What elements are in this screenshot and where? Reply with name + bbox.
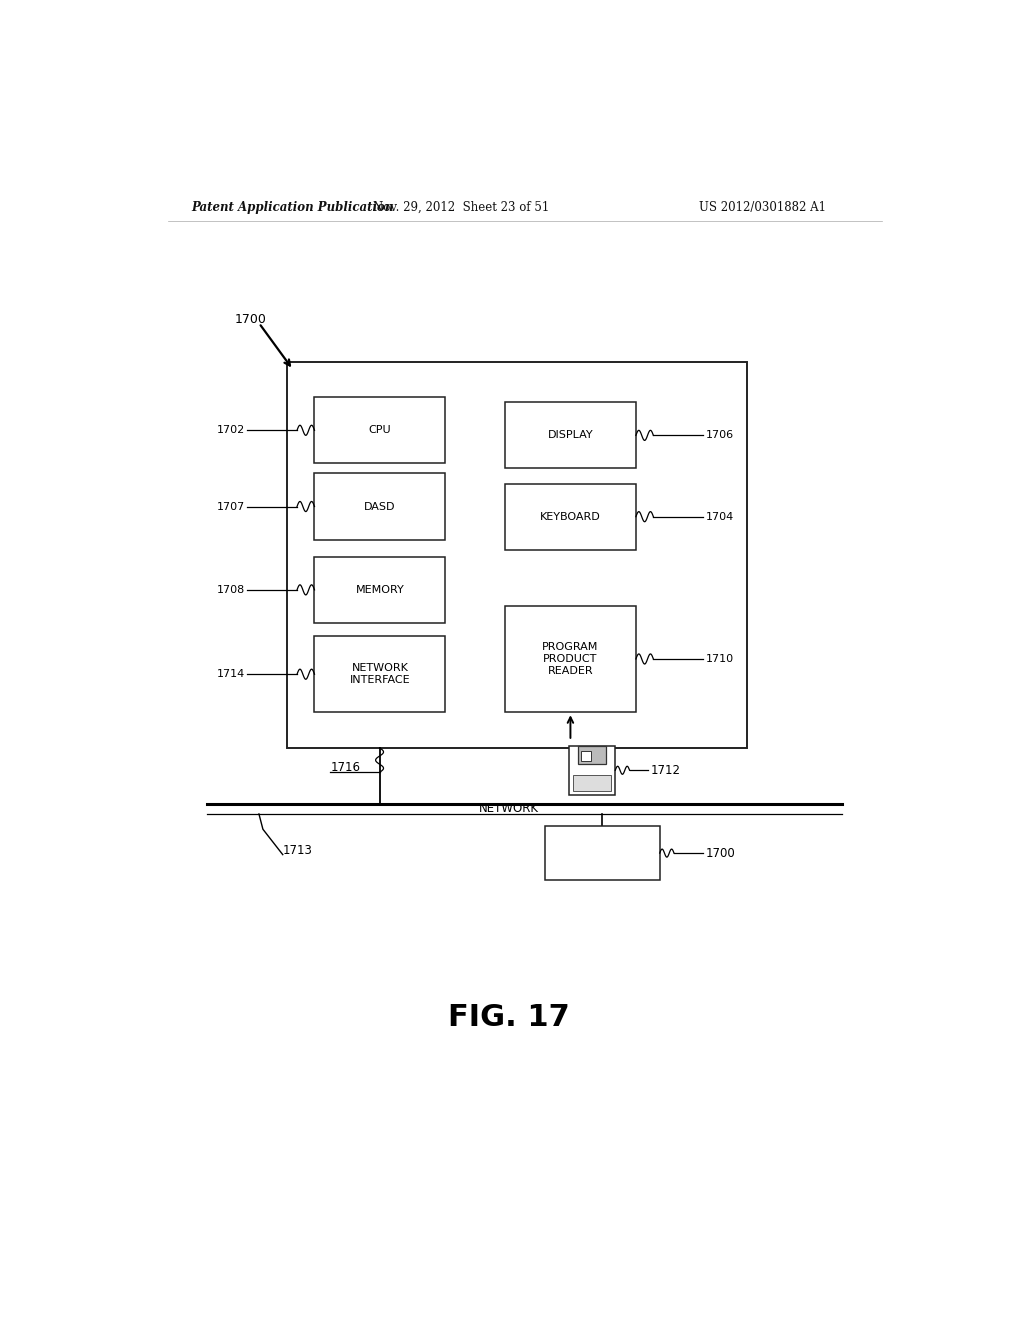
Text: NETWORK: NETWORK	[479, 803, 539, 816]
Bar	[505, 403, 636, 469]
Text: 1712: 1712	[650, 764, 680, 776]
Text: KEYBOARD: KEYBOARD	[540, 512, 601, 521]
Bar	[314, 636, 445, 713]
Text: 1716: 1716	[331, 760, 360, 774]
Text: CPU: CPU	[369, 425, 391, 436]
Bar	[505, 483, 636, 549]
Text: 1700: 1700	[236, 313, 267, 326]
Text: Patent Application Publication: Patent Application Publication	[191, 201, 394, 214]
Text: 1714: 1714	[216, 669, 245, 680]
Bar	[314, 557, 445, 623]
Text: 1704: 1704	[706, 512, 734, 521]
Bar	[287, 362, 748, 748]
Text: 1706: 1706	[706, 430, 734, 441]
Bar	[545, 826, 659, 880]
Text: 1702: 1702	[216, 425, 245, 436]
Text: NETWORK
INTERFACE: NETWORK INTERFACE	[349, 664, 411, 685]
Bar	[581, 751, 591, 762]
Text: DISPLAY: DISPLAY	[548, 430, 593, 441]
Text: MEMORY: MEMORY	[355, 585, 404, 595]
Bar	[579, 746, 606, 764]
Text: PROGRAM
PRODUCT
READER: PROGRAM PRODUCT READER	[543, 643, 599, 676]
Text: 1708: 1708	[216, 585, 245, 595]
Bar	[505, 606, 636, 713]
Bar	[314, 397, 445, 463]
Text: 1710: 1710	[706, 653, 734, 664]
Text: 1713: 1713	[283, 845, 312, 858]
Bar	[573, 775, 611, 791]
Text: DASD: DASD	[365, 502, 395, 512]
Text: 1707: 1707	[216, 502, 245, 512]
Text: Nov. 29, 2012  Sheet 23 of 51: Nov. 29, 2012 Sheet 23 of 51	[373, 201, 550, 214]
Bar	[314, 474, 445, 540]
Text: US 2012/0301882 A1: US 2012/0301882 A1	[699, 201, 826, 214]
Bar	[569, 746, 615, 795]
Text: 1700: 1700	[706, 846, 735, 859]
Text: FIG. 17: FIG. 17	[449, 1003, 569, 1032]
